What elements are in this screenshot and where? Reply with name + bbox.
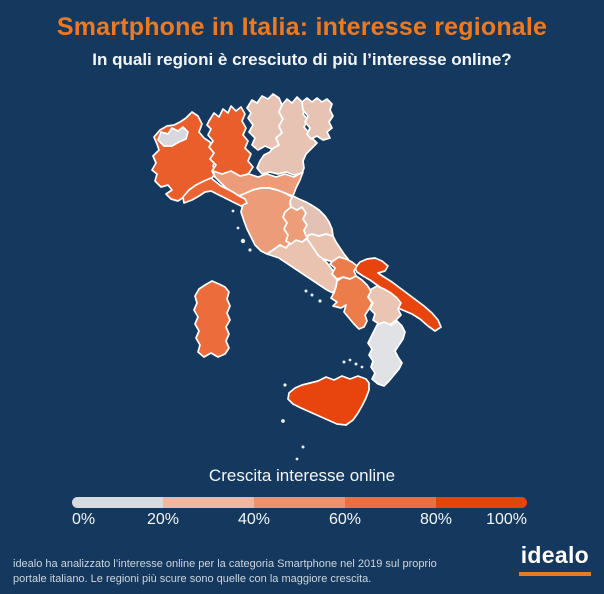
region-campania — [330, 275, 373, 330]
region-shapes — [151, 93, 442, 426]
footnote: idealo ha analizzato l’interesse online … — [13, 558, 437, 585]
legend-tick-60: 60% — [328, 511, 362, 528]
legend-segment-5 — [436, 497, 527, 508]
region-umbria — [282, 206, 309, 245]
legend-gradient-bar — [72, 497, 527, 508]
region-sicilia — [287, 375, 370, 426]
legend-tick-20: 20% — [146, 511, 180, 528]
region-molise — [329, 256, 358, 280]
minor-islands — [231, 209, 364, 461]
region-calabria — [367, 320, 406, 387]
idealo-logo: idealo — [518, 542, 591, 576]
legend-segment-2 — [163, 497, 254, 508]
legend-segment-1 — [72, 497, 163, 508]
legend-tick-40: 40% — [237, 511, 271, 528]
legend-segment-3 — [254, 497, 345, 508]
region-liguria — [182, 177, 248, 207]
region-friuli-venezia-giulia — [301, 97, 334, 141]
region-marche — [289, 195, 334, 237]
legend-title: Crescita interesse online — [208, 466, 396, 485]
region-sardegna — [193, 280, 231, 358]
page-subtitle: In quali regioni è cresciuto di più l’in… — [92, 50, 512, 69]
idealo-logo-text: idealo — [520, 542, 589, 568]
page-title: Smartphone in Italia: interesse regional… — [56, 13, 548, 41]
legend-tick-0: 0% — [72, 511, 96, 528]
legend-tick-80: 80% — [419, 511, 453, 528]
legend-segment-4 — [345, 497, 436, 508]
region-lombardia — [206, 105, 254, 184]
legend-tick-100: 100% — [486, 511, 527, 528]
region-valle-daosta — [157, 126, 189, 147]
